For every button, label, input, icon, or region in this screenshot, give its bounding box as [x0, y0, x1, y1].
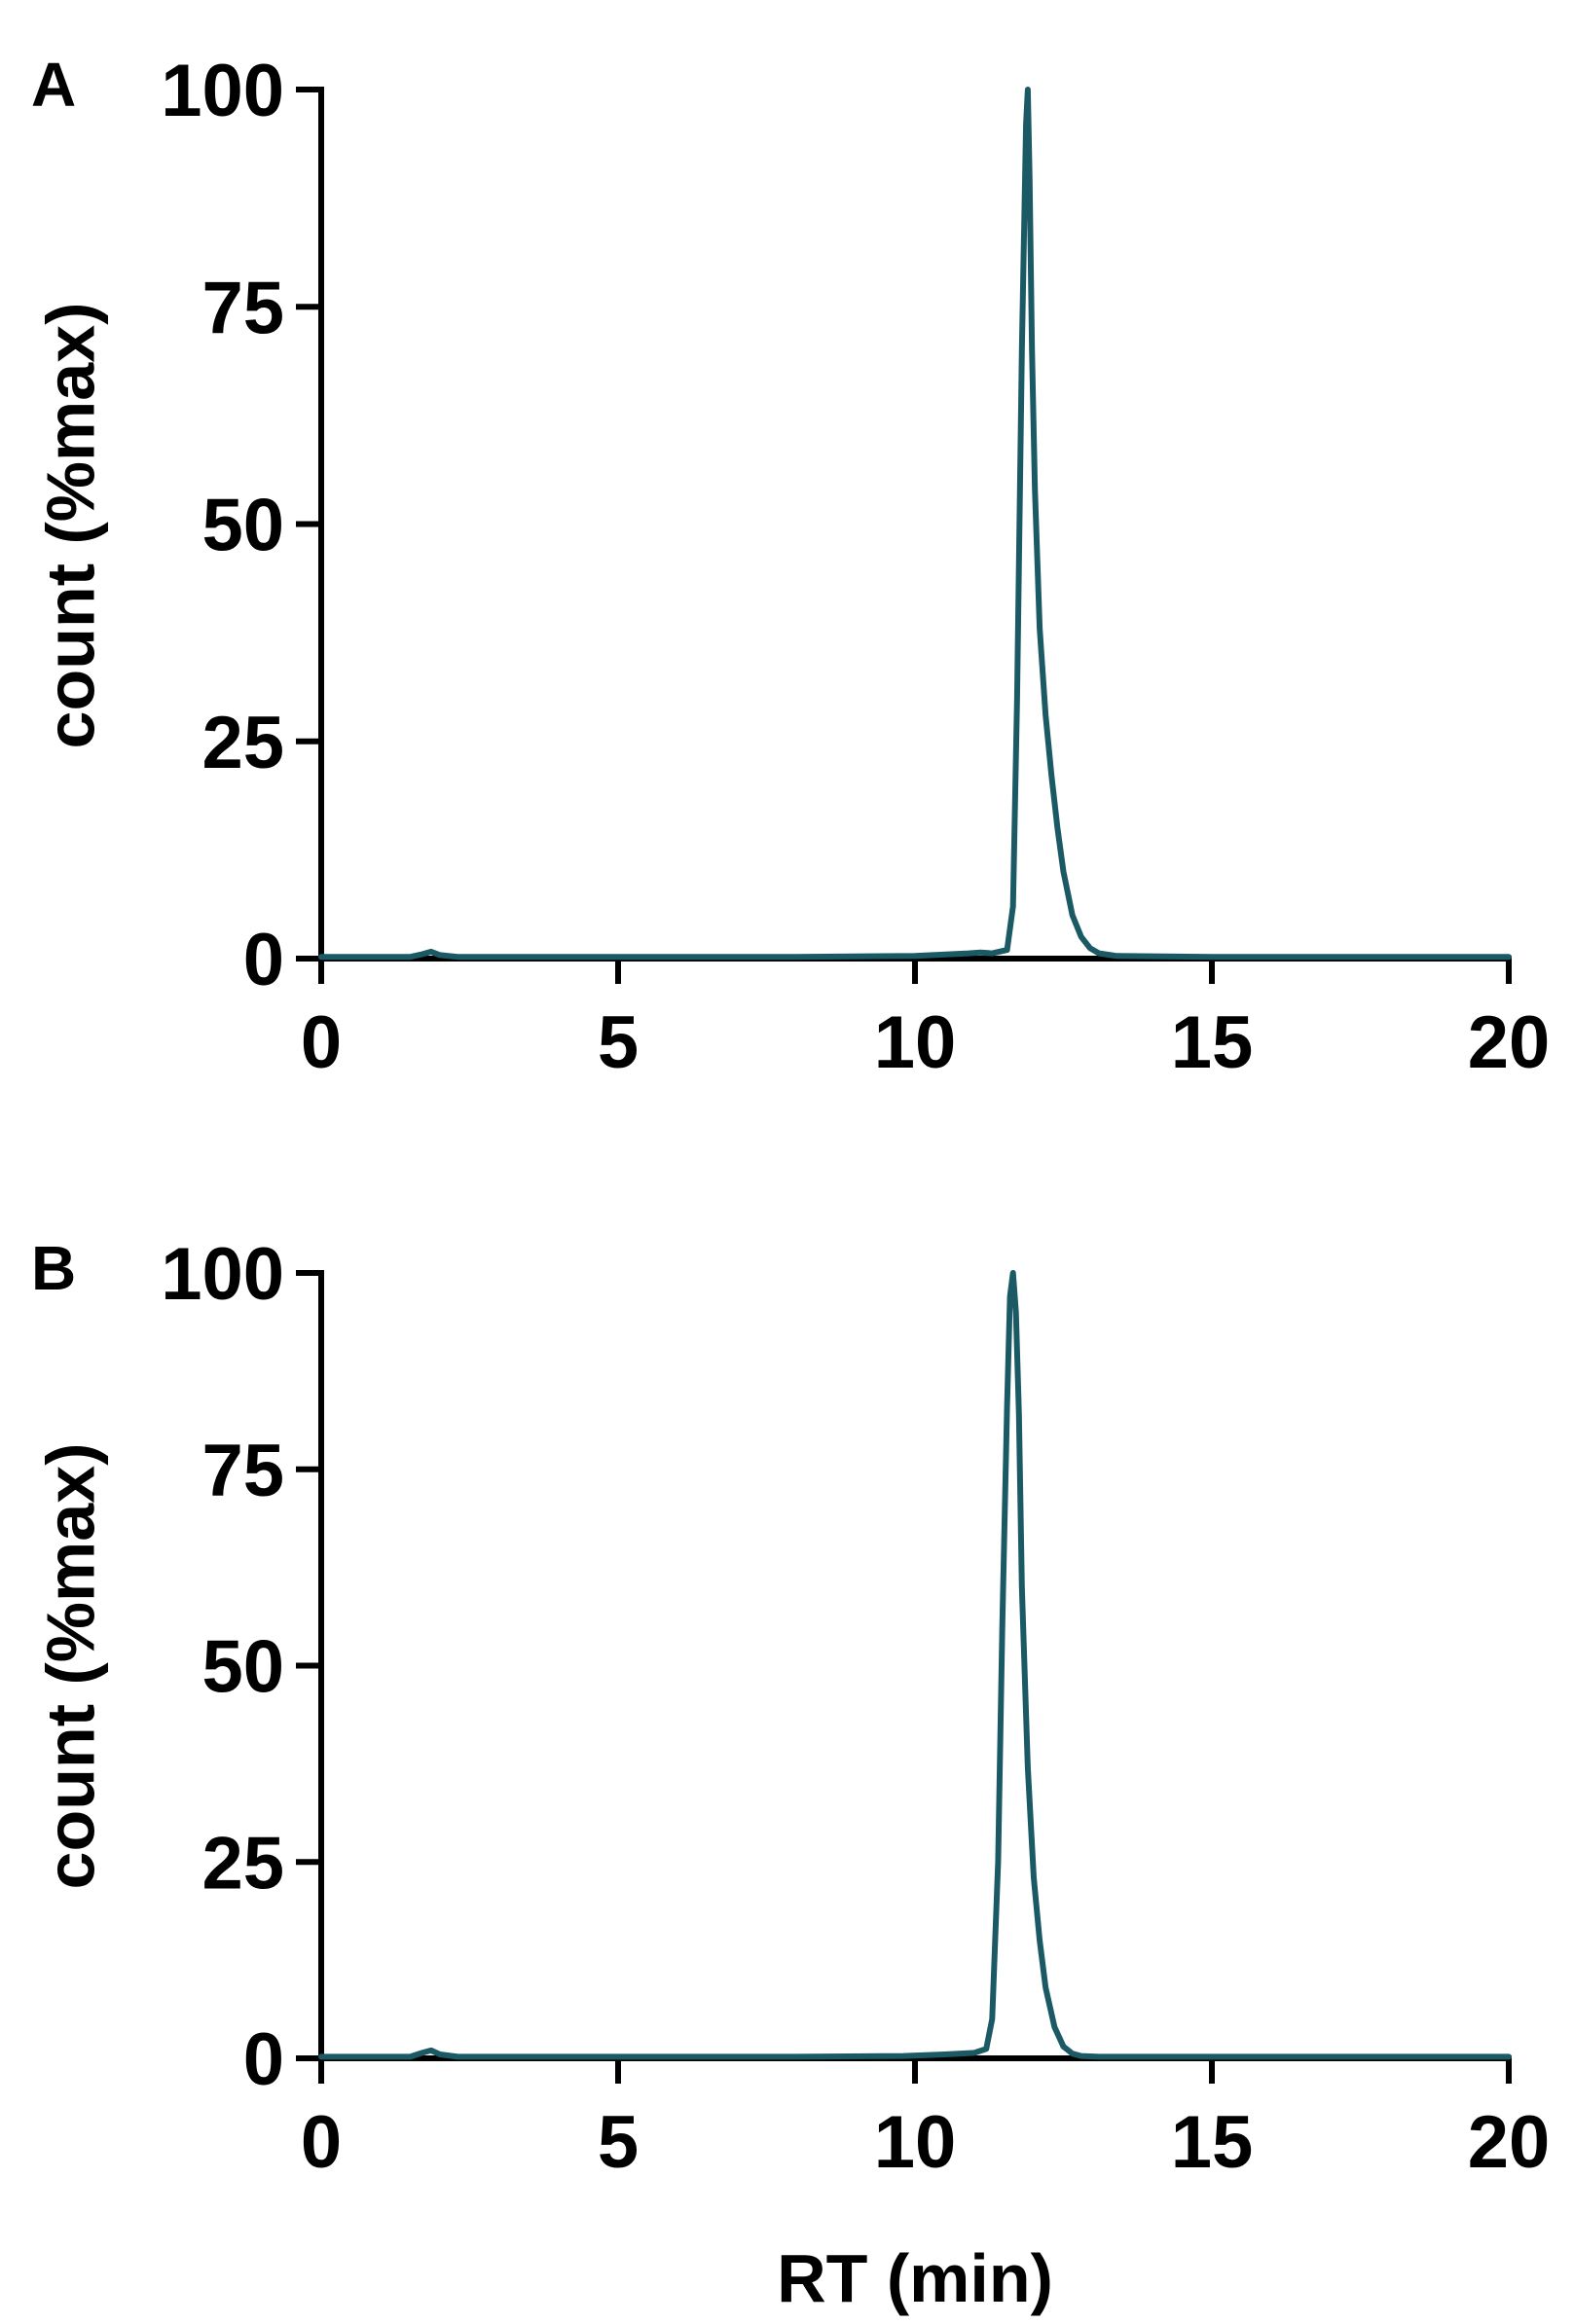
y-tick-label: 75	[201, 267, 284, 349]
panel-label-a: A	[31, 50, 76, 120]
series-line	[318, 87, 1512, 961]
x-tick-label: 0	[301, 1001, 342, 1084]
y-axis-title: count (%max)	[32, 1443, 108, 1890]
x-tick-label: 10	[874, 2101, 957, 2184]
y-tick-label: 100	[161, 1233, 284, 1316]
y-tick-label: 0	[243, 919, 284, 1001]
y-tick-label: 50	[201, 485, 284, 567]
y-tick-label: 100	[161, 50, 284, 132]
panel-label-b: B	[31, 1233, 76, 1303]
x-tick-label: 5	[598, 2101, 639, 2184]
y-tick-label: 25	[201, 1822, 284, 1905]
x-tick-label: 15	[1171, 2101, 1254, 2184]
x-tick-label: 15	[1171, 1001, 1254, 1084]
x-tick-label: 0	[301, 2101, 342, 2184]
y-tick-label: 75	[201, 1430, 284, 1512]
y-tick-label: 50	[201, 1626, 284, 1709]
x-tick-label: 10	[874, 1001, 957, 1084]
y-tick-label: 0	[243, 2018, 284, 2101]
x-tick-label: 5	[598, 1001, 639, 1084]
series-line	[318, 1270, 1512, 2060]
x-tick-label: 20	[1468, 1001, 1551, 1084]
y-axis-title: count (%max)	[32, 303, 108, 749]
x-axis-title: RT (min)	[777, 2240, 1053, 2316]
y-tick-label: 25	[201, 702, 284, 784]
x-tick-label: 20	[1468, 2101, 1551, 2184]
